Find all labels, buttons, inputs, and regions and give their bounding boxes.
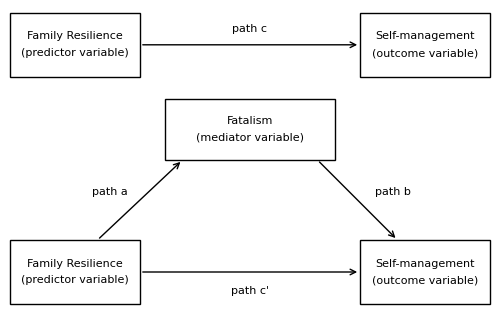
FancyBboxPatch shape bbox=[360, 240, 490, 304]
Text: Self-management: Self-management bbox=[375, 31, 475, 42]
Text: Fatalism: Fatalism bbox=[227, 116, 273, 126]
Text: path b: path b bbox=[374, 187, 410, 197]
FancyBboxPatch shape bbox=[360, 13, 490, 77]
Text: (outcome variable): (outcome variable) bbox=[372, 275, 478, 285]
Text: path a: path a bbox=[92, 187, 128, 197]
FancyBboxPatch shape bbox=[10, 240, 140, 304]
Text: path c': path c' bbox=[231, 286, 269, 296]
FancyBboxPatch shape bbox=[10, 13, 140, 77]
FancyBboxPatch shape bbox=[165, 99, 335, 160]
Text: (predictor variable): (predictor variable) bbox=[21, 48, 129, 58]
Text: (predictor variable): (predictor variable) bbox=[21, 275, 129, 285]
Text: Family Resilience: Family Resilience bbox=[27, 259, 123, 269]
Text: (outcome variable): (outcome variable) bbox=[372, 48, 478, 58]
Text: Self-management: Self-management bbox=[375, 259, 475, 269]
Text: path c: path c bbox=[232, 24, 268, 34]
Text: (mediator variable): (mediator variable) bbox=[196, 133, 304, 143]
Text: Family Resilience: Family Resilience bbox=[27, 31, 123, 42]
